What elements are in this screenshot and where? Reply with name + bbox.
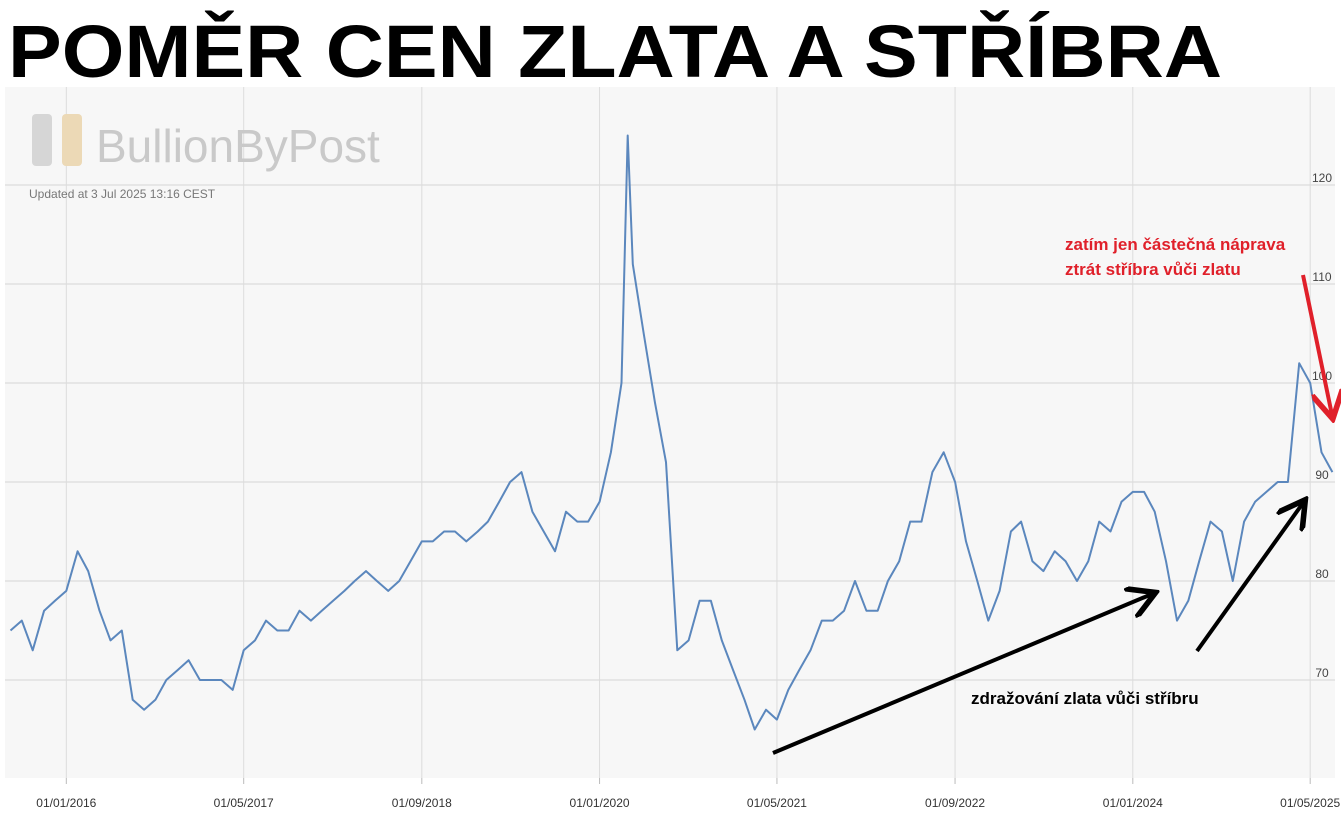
x-tick-label: 01/01/2020 [570,796,630,810]
watermark: BullionByPost [96,120,380,172]
x-tick-label: 01/01/2024 [1103,796,1163,810]
chart-title: POMĚR CEN ZLATA A STŘÍBRA [8,10,1222,93]
annotation: zatím jen částečná náprava [1065,235,1286,254]
y-tick-label: 90 [1315,468,1329,482]
arrow [1301,274,1332,415]
logo [62,114,82,166]
updated-note: Updated at 3 Jul 2025 13:16 CEST [29,187,216,201]
plot-area [5,87,1335,778]
x-tick-label: 01/05/2021 [747,796,807,810]
x-tick-label: 01/09/2018 [392,796,452,810]
y-tick-label: 110 [1312,270,1331,284]
y-tick-label: 70 [1315,666,1329,680]
series-line [9,134,1334,731]
arrow [1195,503,1303,653]
annotation: ztrát stříbra vůči zlatu [1065,260,1241,279]
x-tick-label: 01/05/2017 [214,796,274,810]
x-tick-label: 01/05/2025 [1280,796,1340,810]
annotation: zdražování zlata vůči stříbru [971,689,1199,708]
x-tick-label: 01/01/2016 [36,796,96,810]
y-tick-label: 120 [1312,171,1332,185]
x-tick-label: 01/09/2022 [925,796,985,810]
y-tick-label: 80 [1315,567,1329,581]
arrow [772,594,1152,755]
logo [32,114,52,166]
